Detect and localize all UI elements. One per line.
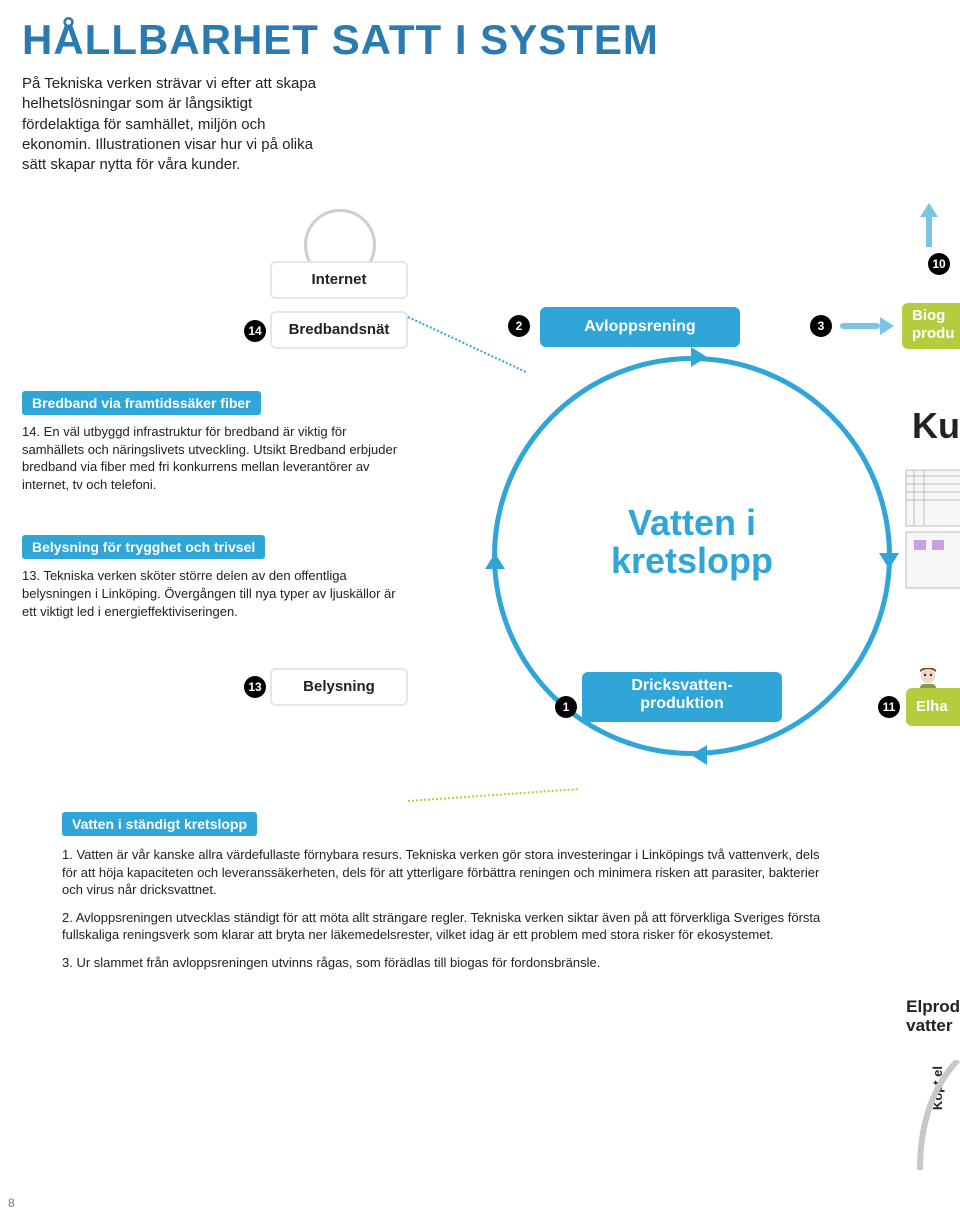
belysning-section: Belysning för trygghet och trivsel 13. T… [0, 493, 400, 620]
page-title: HÅLLBARHET SATT I SYSTEM [0, 0, 960, 74]
house-icon [902, 460, 960, 660]
elprod-truncated: Elprod vatter [906, 998, 960, 1035]
page-number: 8 [8, 1196, 15, 1210]
diagram-bottom: 13 Belysning 1 Dricksvatten- produktion … [0, 658, 960, 778]
diagram-top: Internet 14 Bredbandsnät 10 2 Avloppsren… [0, 203, 960, 373]
belysning-body: 13. Tekniska verken sköter större delen … [22, 567, 400, 620]
dricks-line2: produktion [640, 695, 724, 712]
ku-truncated: Ku [912, 405, 960, 447]
intro-text: På Tekniska verken strävar vi efter att … [0, 74, 620, 175]
bredband-header: Bredband via framtidssäker fiber [22, 391, 261, 415]
belysning-box: Belysning [270, 668, 408, 706]
vatten-line1: Vatten i [628, 502, 756, 543]
marker-14: 14 [244, 320, 266, 342]
elprod-line1: Elprod [906, 997, 960, 1016]
water-p3: 3. Ur slammet från avloppsreningen utvin… [62, 954, 822, 972]
water-section: Vatten i ständigt kretslopp 1. Vatten är… [0, 778, 960, 971]
bredband-section: Bredband via framtidssäker fiber 14. En … [0, 373, 400, 493]
elha-box: Elha [906, 688, 960, 726]
bredband-box: Bredbandsnät [270, 311, 408, 349]
marker-3: 3 [810, 315, 832, 337]
curve-icon [900, 1060, 960, 1180]
arrow-right-icon [840, 317, 894, 335]
biog-line1: Biog [912, 307, 945, 324]
biog-line2: produ [912, 325, 955, 342]
ring-arrow-icon [691, 347, 707, 367]
dricks-line1: Dricksvatten- [631, 677, 732, 694]
belysning-header: Belysning för trygghet och trivsel [22, 535, 265, 559]
internet-box: Internet [270, 261, 408, 299]
biog-box: Biog produ [902, 303, 960, 349]
marker-11: 11 [878, 696, 900, 718]
marker-13: 13 [244, 676, 266, 698]
vatten-ring-label: Vatten i kretslopp [492, 504, 892, 580]
arrow-up-icon [920, 203, 938, 247]
marker-10: 10 [928, 253, 950, 275]
water-header: Vatten i ständigt kretslopp [62, 812, 257, 836]
marker-2: 2 [508, 315, 530, 337]
water-p1: 1. Vatten är vår kanske allra värdefulla… [62, 846, 822, 899]
vatten-line2: kretslopp [611, 540, 773, 581]
elprod-line2: vatter [906, 1016, 952, 1035]
dricks-box: Dricksvatten- produktion [582, 672, 782, 722]
avlopp-box: Avloppsrening [540, 307, 740, 347]
marker-1: 1 [555, 696, 577, 718]
bredband-body: 14. En väl utbyggd infrastruktur för bre… [22, 423, 400, 493]
water-p2: 2. Avloppsreningen utvecklas ständigt fö… [62, 909, 822, 944]
